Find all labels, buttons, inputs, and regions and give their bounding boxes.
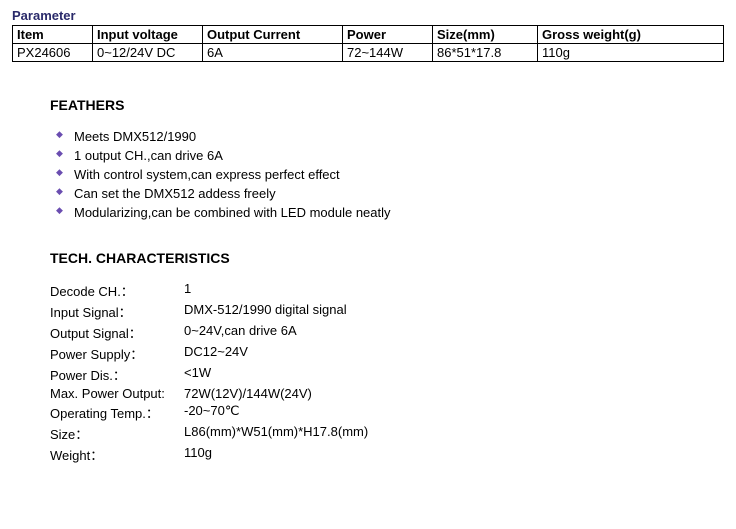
td-input-voltage: 0~12/24V DC	[93, 44, 203, 62]
tech-row: Input Signal： DMX-512/1990 digital signa…	[50, 301, 736, 322]
td-power: 72~144W	[343, 44, 433, 62]
tech-value: <1W	[184, 365, 736, 384]
list-item: 1 output CH.,can drive 6A	[56, 146, 736, 165]
th-power: Power	[343, 26, 433, 44]
td-item: PX24606	[13, 44, 93, 62]
tech-label: Operating Temp.：	[50, 403, 184, 422]
tech-label: Power Dis.：	[50, 365, 184, 384]
th-item: Item	[13, 26, 93, 44]
tech-row: Power Supply： DC12~24V	[50, 343, 736, 364]
tech-row: Decode CH.： 1	[50, 280, 736, 301]
tech-value: -20~70℃	[184, 403, 736, 422]
tech-row: Size： L86(mm)*W51(mm)*H17.8(mm)	[50, 423, 736, 444]
tech-value: L86(mm)*W51(mm)*H17.8(mm)	[184, 424, 736, 443]
tech-label: Power Supply：	[50, 344, 184, 363]
tech-label: Max. Power Output:	[50, 386, 184, 401]
feathers-list: Meets DMX512/1990 1 output CH.,can drive…	[56, 127, 736, 222]
tech-value: 1	[184, 281, 736, 300]
tech-row: Power Dis.： <1W	[50, 364, 736, 385]
tech-label: Weight：	[50, 445, 184, 464]
tech-value: 0~24V,can drive 6A	[184, 323, 736, 342]
tech-value: 110g	[184, 445, 736, 464]
parameter-section: Parameter Item Input voltage Output Curr…	[0, 0, 736, 62]
tech-heading: TECH. CHARACTERISTICS	[50, 250, 736, 266]
tech-label: Input Signal：	[50, 302, 184, 321]
list-item: Can set the DMX512 addess freely	[56, 184, 736, 203]
td-gross-weight: 110g	[538, 44, 724, 62]
tech-row: Operating Temp.： -20~70℃	[50, 402, 736, 423]
tech-label: Size：	[50, 424, 184, 443]
tech-value: DMX-512/1990 digital signal	[184, 302, 736, 321]
list-item: With control system,can express perfect …	[56, 165, 736, 184]
list-item: Meets DMX512/1990	[56, 127, 736, 146]
content-area: FEATHERS Meets DMX512/1990 1 output CH.,…	[0, 62, 736, 465]
tech-characteristics: Decode CH.： 1 Input Signal： DMX-512/1990…	[50, 280, 736, 465]
table-header-row: Item Input voltage Output Current Power …	[13, 26, 724, 44]
parameter-title: Parameter	[12, 8, 724, 23]
parameter-table: Item Input voltage Output Current Power …	[12, 25, 724, 62]
tech-row: Weight： 110g	[50, 444, 736, 465]
tech-row: Max. Power Output: 72W(12V)/144W(24V)	[50, 385, 736, 402]
tech-value: 72W(12V)/144W(24V)	[184, 386, 736, 401]
th-gross-weight: Gross weight(g)	[538, 26, 724, 44]
td-size: 86*51*17.8	[433, 44, 538, 62]
table-row: PX24606 0~12/24V DC 6A 72~144W 86*51*17.…	[13, 44, 724, 62]
tech-label: Decode CH.：	[50, 281, 184, 300]
th-size: Size(mm)	[433, 26, 538, 44]
td-output-current: 6A	[203, 44, 343, 62]
th-input-voltage: Input voltage	[93, 26, 203, 44]
feathers-heading: FEATHERS	[50, 97, 736, 113]
tech-label: Output Signal：	[50, 323, 184, 342]
tech-value: DC12~24V	[184, 344, 736, 363]
th-output-current: Output Current	[203, 26, 343, 44]
list-item: Modularizing,can be combined with LED mo…	[56, 203, 736, 222]
tech-row: Output Signal： 0~24V,can drive 6A	[50, 322, 736, 343]
